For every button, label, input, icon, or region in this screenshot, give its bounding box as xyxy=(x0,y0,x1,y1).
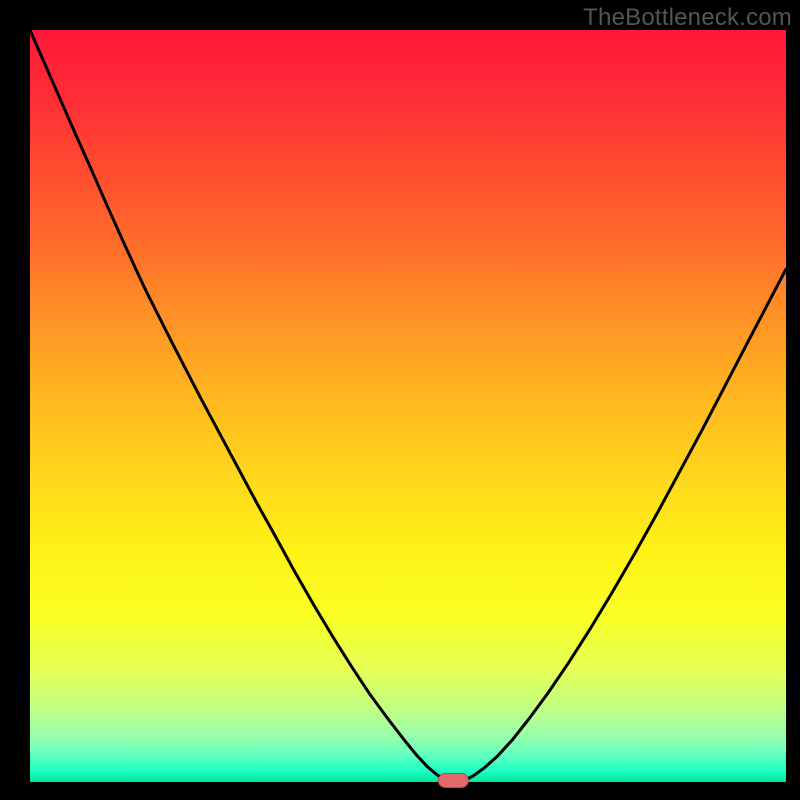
bottleneck-chart xyxy=(0,0,800,800)
gradient-background xyxy=(30,30,786,782)
watermark-text: TheBottleneck.com xyxy=(583,4,792,32)
optimum-marker xyxy=(438,774,468,788)
chart-frame: TheBottleneck.com xyxy=(0,0,800,800)
